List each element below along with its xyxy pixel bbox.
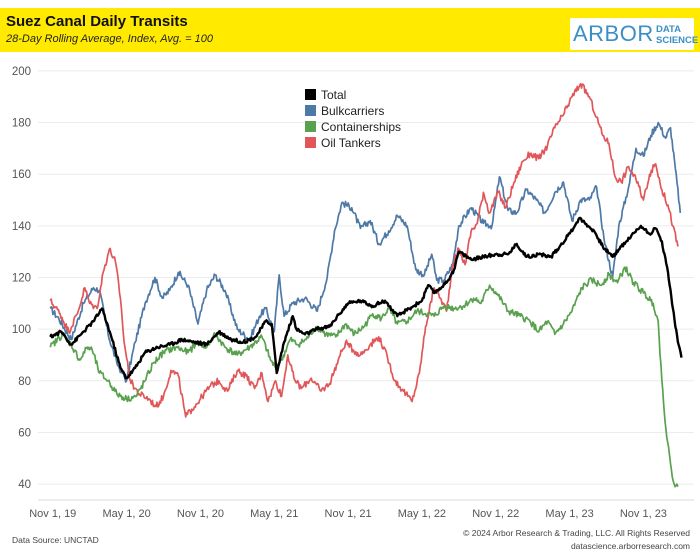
x-tick-label: Nov 1, 19	[29, 508, 76, 520]
series-lines	[49, 82, 683, 488]
logo-line-1: DATA	[656, 24, 681, 35]
x-tick-label: May 1, 22	[398, 508, 446, 520]
x-tick-label: May 1, 23	[545, 508, 593, 520]
chart-title: Suez Canal Daily Transits	[6, 13, 188, 30]
x-axis-tick-labels: Nov 1, 19 May 1, 20 Nov 1, 20 May 1, 21 Nov …	[29, 508, 667, 520]
logo-word: ARBOR	[573, 21, 654, 46]
y-tick-label: 100	[12, 324, 31, 336]
data-source: Data Source: UNCTAD	[12, 535, 99, 545]
header-banner: Suez Canal Daily Transits 28-Day Rolling…	[0, 8, 700, 52]
x-tick-label: Nov 1, 23	[620, 508, 667, 520]
legend: Total Bulkcarriers Containerships Oil Tanke…	[305, 88, 401, 150]
y-tick-label: 200	[12, 66, 31, 78]
x-tick-label: Nov 1, 20	[177, 508, 224, 520]
legend-swatch	[305, 121, 316, 132]
legend-label: Containerships	[321, 120, 401, 134]
logo-line-2: SCIENCE	[656, 35, 699, 46]
y-tick-label: 120	[12, 273, 31, 285]
y-tick-label: 180	[12, 118, 31, 130]
legend-swatch	[305, 105, 316, 116]
y-tick-label: 140	[12, 221, 31, 233]
copyright-notice: © 2024 Arbor Research & Trading, LLC. Al…	[463, 528, 690, 538]
x-tick-label: Nov 1, 22	[472, 508, 519, 520]
series-line-bulkcarriers	[49, 121, 682, 383]
y-tick-label: 160	[12, 169, 31, 181]
x-tick-label: Nov 1, 21	[325, 508, 372, 520]
legend-label: Oil Tankers	[321, 136, 381, 150]
grid-lines	[38, 70, 694, 501]
series-line-containerships	[49, 266, 679, 488]
x-tick-label: May 1, 20	[102, 508, 150, 520]
x-tick-label: May 1, 21	[250, 508, 298, 520]
chart-subtitle: 28-Day Rolling Average, Index, Avg. = 10…	[6, 33, 213, 45]
legend-label: Bulkcarriers	[321, 104, 384, 118]
legend-swatch	[305, 89, 316, 100]
y-tick-label: 40	[18, 479, 31, 491]
series-line-oil-tankers	[49, 82, 679, 418]
legend-label: Total	[321, 88, 346, 102]
y-axis-tick-labels: 40 60 80 100 120 140 160 180 200	[12, 66, 31, 491]
arbor-logo: ARBOR DATA SCIENCE	[570, 18, 698, 50]
y-tick-label: 60	[18, 427, 31, 439]
legend-swatch	[305, 137, 316, 148]
y-tick-label: 80	[18, 376, 31, 388]
website-link[interactable]: datascience.arborresearch.com	[570, 541, 690, 551]
series-line-total	[49, 216, 683, 380]
